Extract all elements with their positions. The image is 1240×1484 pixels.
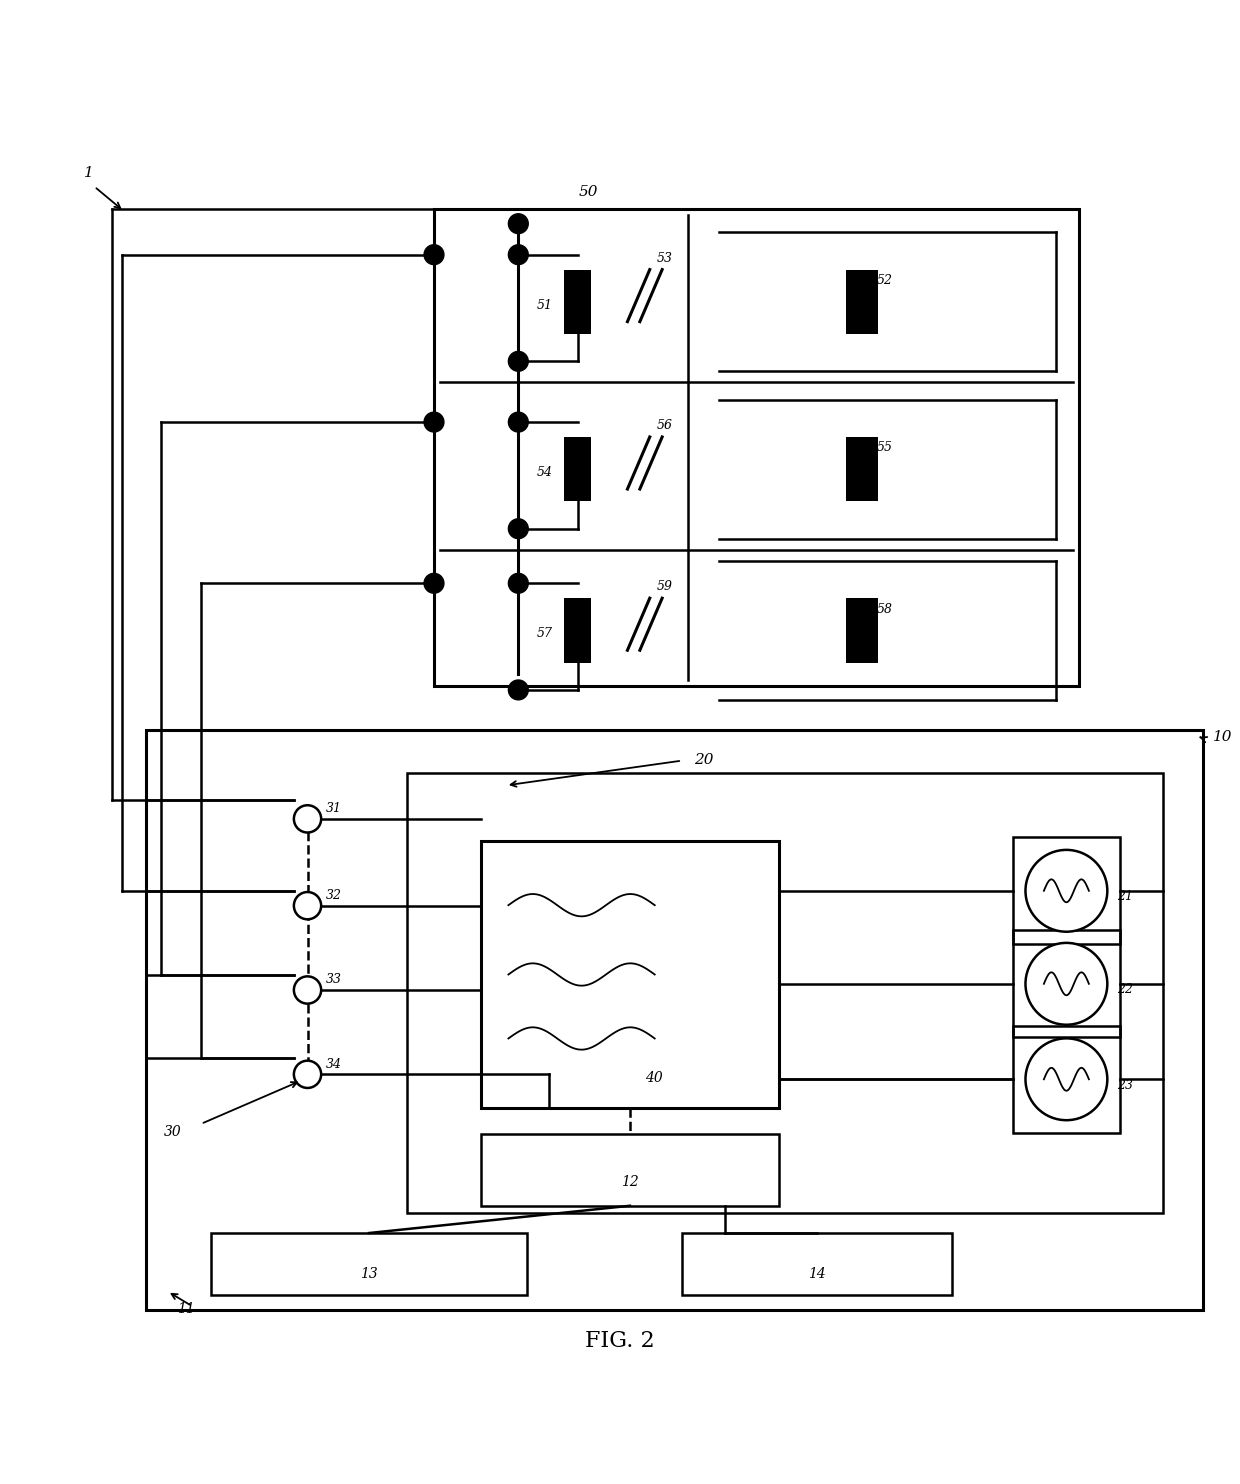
Text: 53: 53 <box>657 252 673 264</box>
Text: 59: 59 <box>657 580 673 594</box>
Circle shape <box>424 573 444 594</box>
Bar <box>481 841 779 1107</box>
Text: 30: 30 <box>164 1125 181 1138</box>
Circle shape <box>508 214 528 233</box>
Text: 14: 14 <box>808 1267 826 1281</box>
Text: 1: 1 <box>84 166 94 180</box>
Text: 13: 13 <box>360 1267 378 1281</box>
Circle shape <box>294 1061 321 1088</box>
Text: 58: 58 <box>877 603 893 616</box>
Circle shape <box>424 245 444 264</box>
Text: 55: 55 <box>877 441 893 454</box>
Text: 32: 32 <box>326 889 342 902</box>
Circle shape <box>294 892 321 919</box>
Circle shape <box>508 519 528 539</box>
Circle shape <box>1025 942 1107 1025</box>
Text: FIG. 2: FIG. 2 <box>585 1330 655 1352</box>
Bar <box>846 270 878 334</box>
Bar <box>481 1134 779 1206</box>
Text: 11: 11 <box>177 1301 195 1316</box>
Circle shape <box>1025 850 1107 932</box>
Bar <box>564 270 591 334</box>
Text: 21: 21 <box>1117 890 1133 904</box>
Text: 10: 10 <box>1213 730 1233 745</box>
Circle shape <box>1025 1039 1107 1120</box>
Bar <box>1013 930 1120 1037</box>
Text: 23: 23 <box>1117 1079 1133 1092</box>
Circle shape <box>508 413 528 432</box>
Text: 56: 56 <box>657 418 673 432</box>
Text: 57: 57 <box>537 628 553 640</box>
Bar <box>846 598 878 663</box>
Bar <box>564 598 591 663</box>
Text: 34: 34 <box>326 1058 342 1070</box>
Bar <box>407 773 1163 1214</box>
Text: 20: 20 <box>694 752 714 767</box>
Text: 12: 12 <box>621 1175 639 1189</box>
Text: 22: 22 <box>1117 984 1133 996</box>
Text: 52: 52 <box>877 275 893 286</box>
Bar <box>1013 837 1120 944</box>
Bar <box>846 436 878 502</box>
Text: 50: 50 <box>579 186 599 199</box>
Circle shape <box>508 245 528 264</box>
Circle shape <box>508 680 528 700</box>
Circle shape <box>424 413 444 432</box>
Text: 51: 51 <box>537 298 553 312</box>
Text: 40: 40 <box>645 1071 662 1085</box>
Bar <box>1013 1025 1120 1132</box>
Bar <box>564 436 591 502</box>
Bar <box>434 209 1079 686</box>
Bar <box>146 730 1203 1310</box>
Text: 54: 54 <box>537 466 553 479</box>
Text: 33: 33 <box>326 974 342 987</box>
Circle shape <box>508 573 528 594</box>
Circle shape <box>294 976 321 1003</box>
Circle shape <box>294 806 321 833</box>
Circle shape <box>508 352 528 371</box>
Bar <box>211 1233 527 1296</box>
Text: 31: 31 <box>326 803 342 815</box>
Bar <box>682 1233 952 1296</box>
